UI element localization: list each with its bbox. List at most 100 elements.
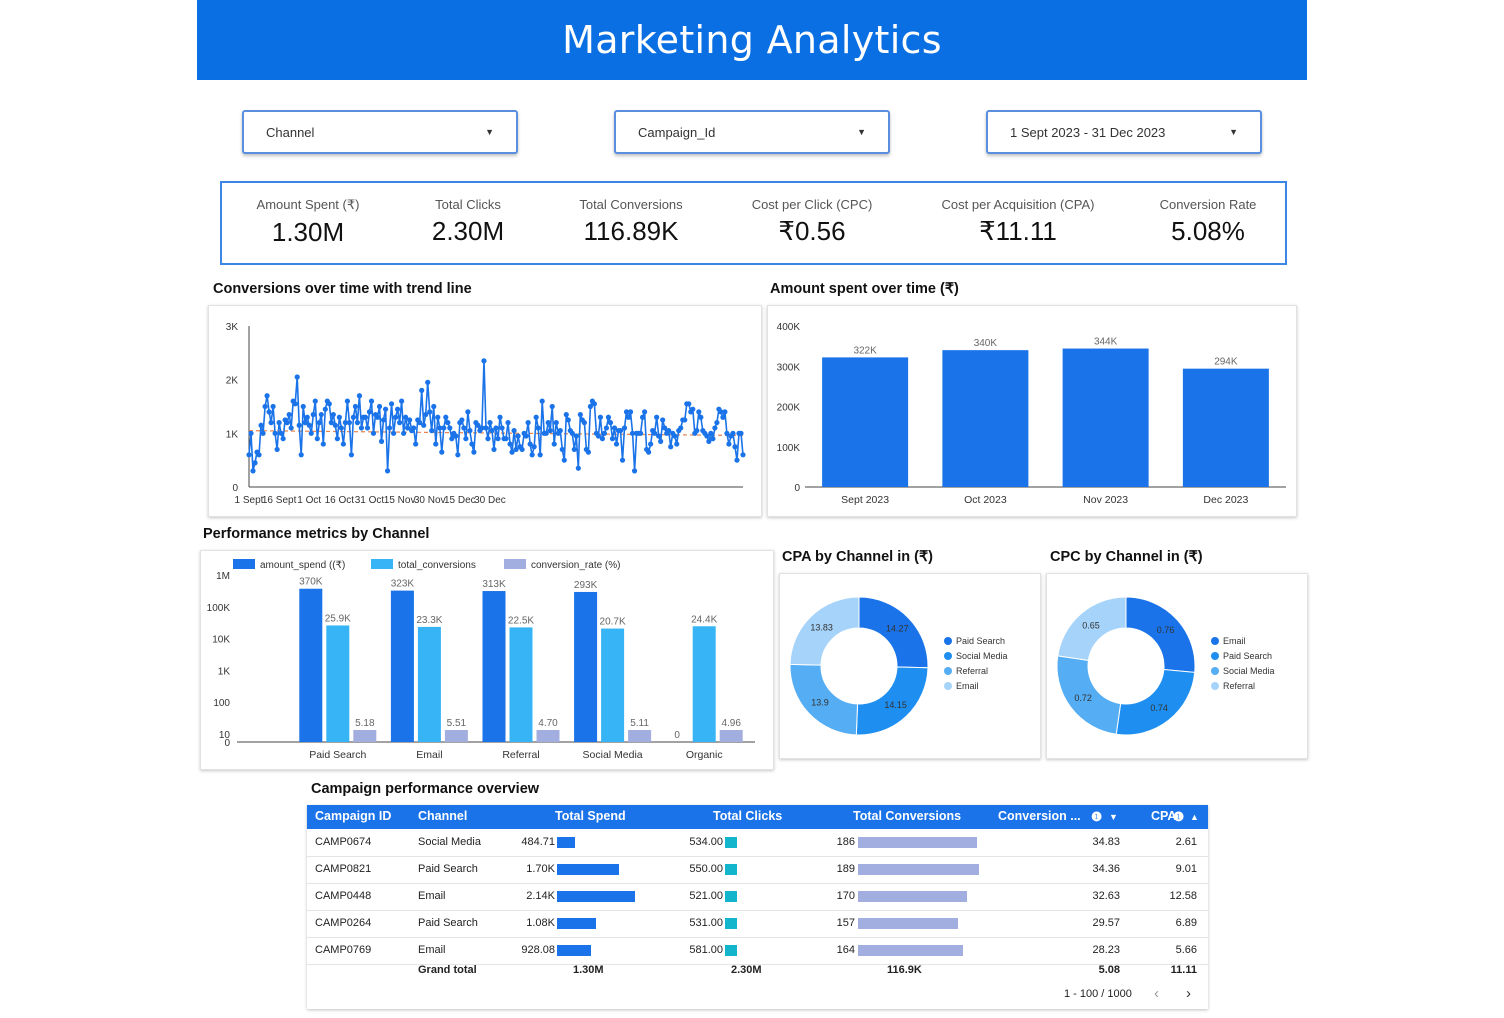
y-tick-label: 0 [224, 738, 230, 749]
clicks-cell: 581.00 [689, 944, 723, 956]
conversion-point [499, 425, 505, 431]
conversion-point [276, 420, 282, 426]
campaign-dropdown[interactable]: Campaign_Id ▼ [614, 110, 890, 154]
help-icon[interactable]: ❶ [1173, 810, 1185, 824]
clicks-cell: 550.00 [689, 863, 723, 875]
rate-cell: 34.83 [1092, 836, 1120, 848]
conversion-point [603, 425, 610, 431]
bar-data-label: 25.9K [325, 613, 351, 624]
conversion-point [627, 409, 634, 415]
conversion-point [376, 403, 383, 410]
legend-label: amount_spend ((₹) [260, 560, 345, 571]
table-row[interactable]: CAMP0821 Paid Search 1.70K 550.00 189 34.36 9.… [307, 856, 1208, 884]
conversion-point [533, 414, 539, 420]
conversion-point [549, 403, 555, 410]
col-channel[interactable]: Channel [418, 809, 468, 823]
help-icon[interactable]: ❶ [1091, 810, 1103, 824]
conversion-point [611, 425, 618, 431]
conversion-point [302, 420, 308, 426]
channel-dropdown-label: Channel [266, 124, 315, 140]
conversion-point [573, 433, 579, 439]
conversion-point [413, 441, 419, 447]
kpi-label: Total Conversions [579, 197, 683, 212]
table-row[interactable]: CAMP0448 Email 2.14K 521.00 170 32.63 12.58 [307, 883, 1208, 911]
conversion-point [708, 430, 714, 436]
legend-label: total_conversions [398, 560, 476, 571]
conversion-point [543, 430, 549, 436]
slice-label: 13.9 [811, 698, 829, 708]
conversion-point [447, 425, 453, 431]
slice-label: 14.15 [884, 700, 907, 710]
conversion-point [471, 449, 477, 455]
conversion-point [547, 428, 553, 434]
cpa-cell: 5.66 [1175, 944, 1197, 956]
conversion-point [270, 403, 276, 410]
sort-up-icon[interactable]: ▲ [1190, 812, 1199, 822]
sort-down-icon[interactable]: ▼ [1109, 812, 1118, 822]
conversions-chart-title: Conversions over time with trend line [213, 281, 472, 297]
x-tick-label: Social Media [583, 749, 643, 761]
bar-data-label: 5.51 [447, 718, 467, 729]
conversion-point [384, 468, 391, 474]
conversion-point [366, 409, 373, 415]
channel-dropdown[interactable]: Channel ▼ [242, 110, 518, 154]
conversion-point [660, 417, 666, 423]
conversion-point [266, 409, 272, 415]
table-row[interactable]: CAMP0264 Paid Search 1.08K 531.00 157 29.57 6.… [307, 910, 1208, 938]
y-tick-label: 400K [777, 322, 801, 333]
grand-total-cpa: 11.11 [1170, 964, 1197, 976]
bar-data-label: 344K [1094, 337, 1118, 348]
date-range-dropdown[interactable]: 1 Sept 2023 - 31 Dec 2023 ▼ [986, 110, 1262, 154]
conversion-point [348, 452, 355, 458]
x-tick-label: 15 Dec [444, 495, 476, 506]
spend-cell: 928.08 [521, 944, 555, 956]
bar-data-label: 4.96 [721, 718, 741, 729]
spent-bar [1062, 348, 1149, 487]
conversion-point [686, 401, 692, 407]
grand-total-clicks: 2.30M [731, 964, 762, 976]
conversions-bar [858, 945, 963, 956]
conversion-point [340, 441, 346, 447]
next-page-icon[interactable]: › [1186, 985, 1191, 1002]
bar-data-label: 0 [674, 730, 680, 741]
col-total-spend[interactable]: Total Spend [555, 809, 626, 823]
campaign-id-cell: CAMP0769 [315, 944, 372, 956]
legend-dot [944, 637, 952, 645]
conversion-point [730, 430, 736, 436]
conversion-point [523, 433, 529, 439]
x-tick-label: 1 Oct [297, 495, 321, 506]
prev-page-icon[interactable]: ‹ [1154, 985, 1159, 1002]
col-conversion-rate[interactable]: Conversion ... [998, 809, 1081, 823]
conversion-point [425, 379, 431, 385]
y-tick-label: 1K [218, 666, 231, 677]
conversion-point [565, 417, 571, 423]
col-campaign-id[interactable]: Campaign ID [315, 809, 392, 823]
conversion-point [320, 441, 326, 447]
table-title: Campaign performance overview [311, 781, 540, 797]
conversion-point [479, 425, 485, 431]
conversion-point [710, 436, 716, 442]
kpi-conversion-rate: Conversion Rate 5.08% [1160, 197, 1257, 247]
conversion-point [310, 411, 316, 418]
col-total-conversions[interactable]: Total Conversions [853, 809, 962, 823]
x-tick-label: Organic [686, 749, 723, 761]
conversion-point [378, 438, 385, 444]
conversion-point [495, 436, 501, 442]
kpi-label: Conversion Rate [1159, 197, 1257, 212]
conversion-point [328, 420, 334, 426]
conversions-cell: 186 [836, 836, 855, 848]
col-total-clicks[interactable]: Total Clicks [713, 809, 783, 823]
table-row[interactable]: CAMP0674 Social Media 484.71 534.00 186 34.83… [307, 829, 1208, 857]
table-row[interactable]: CAMP0769 Email 928.08 581.00 164 28.23 5.66 [307, 937, 1208, 965]
conversion-point [531, 444, 537, 450]
col-cpa[interactable]: CPA [1151, 809, 1177, 823]
dashboard-header: Marketing Analytics [197, 0, 1307, 80]
clicks-bar [725, 864, 737, 875]
perf-bar [299, 588, 323, 742]
conversion-point [437, 425, 443, 431]
conversion-point [648, 441, 654, 447]
channel-cell: Paid Search [418, 917, 478, 929]
conversion-point [256, 452, 262, 458]
donut-slice [1115, 668, 1196, 736]
conversion-point [581, 420, 587, 426]
